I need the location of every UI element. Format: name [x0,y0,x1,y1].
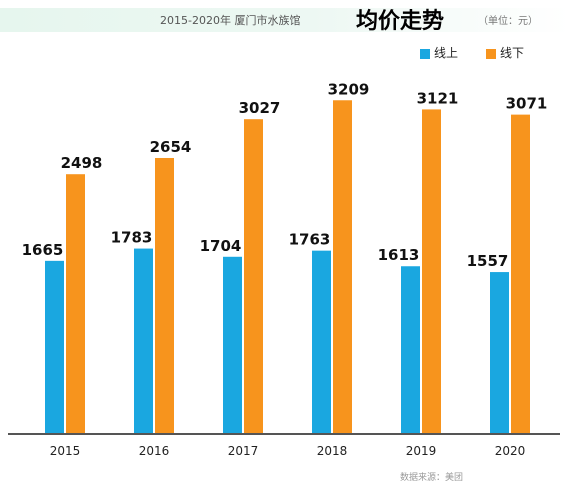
source-note: 数据来源：美团 [400,473,464,483]
x-tick-2015: 2015 [50,444,81,458]
data-label-offline-2016: 2654 [150,138,192,156]
bar-offline-2020 [511,114,530,434]
bar-online-2018 [312,250,331,434]
data-label-online-2015: 1665 [22,241,64,259]
data-label-offline-2018: 3209 [328,80,370,98]
legend-item-online: 线上 [420,44,458,61]
bar-online-2019 [401,266,420,434]
bar-online-2020 [490,272,509,434]
data-label-online-2020: 1557 [467,252,509,270]
x-tick-2019: 2019 [406,444,437,458]
legend-swatch-offline [486,48,496,59]
legend-label-offline: 线下 [500,46,525,60]
bar-online-2017 [223,256,242,434]
unit-label: （单位：元） [478,16,538,27]
data-label-online-2017: 1704 [200,237,242,255]
bar-online-2016 [134,248,153,434]
data-label-online-2018: 1763 [289,231,331,249]
x-tick-2017: 2017 [228,444,259,458]
legend-label-online: 线上 [434,46,459,60]
x-tick-2020: 2020 [495,444,526,458]
bar-online-2015 [45,260,64,434]
data-label-offline-2015: 2498 [61,154,103,172]
x-tick-2018: 2018 [317,444,348,458]
data-label-online-2019: 1613 [378,246,420,264]
bar-offline-2015 [66,174,85,434]
bar-offline-2016 [155,157,174,434]
legend-item-offline: 线下 [486,44,524,61]
x-tick-2016: 2016 [139,444,170,458]
data-label-offline-2019: 3121 [417,89,459,107]
bar-offline-2017 [244,119,263,434]
data-label-offline-2020: 3071 [506,95,548,113]
data-label-online-2016: 1783 [111,229,153,247]
data-label-offline-2017: 3027 [239,99,281,117]
header-band [0,8,569,32]
chart-subtitle: 2015-2020年 厦门市水族馆 [160,14,301,27]
bar-offline-2018 [333,100,352,434]
legend-swatch-online [420,48,430,59]
bar-offline-2019 [422,109,441,434]
chart-title: 均价走势 [356,9,445,34]
